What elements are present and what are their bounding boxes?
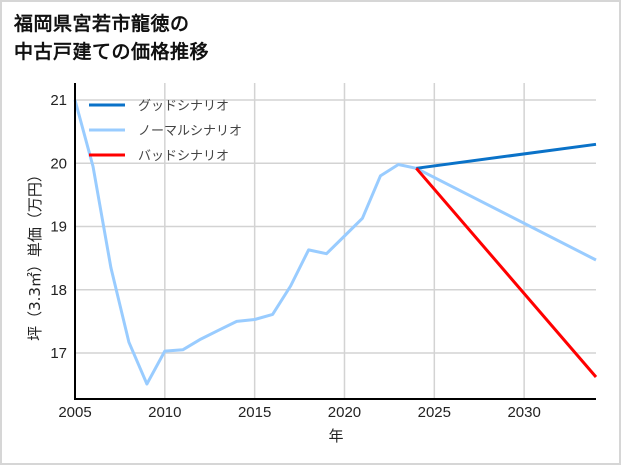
y-axis-label: 坪（3.3㎡）単価（万円） <box>26 167 44 341</box>
x-tick-label: 2030 <box>507 404 540 421</box>
legend-item: グッドシナリオ <box>89 99 229 114</box>
legend-label: グッドシナリオ <box>138 99 229 114</box>
data-series <box>73 99 598 386</box>
x-tick-label: 2020 <box>328 404 361 421</box>
series-line-1 <box>73 99 597 386</box>
axes <box>74 83 596 400</box>
y-tick-label: 18 <box>50 282 67 299</box>
x-axis-ticks: 2005 2010 2015 2020 2025 2030 <box>58 404 541 421</box>
legend-label: ノーマルシナリオ <box>138 124 242 139</box>
chart-title-line1: 福岡県宮若市龍徳の <box>14 13 190 35</box>
legend-item: ノーマルシナリオ <box>89 124 242 139</box>
legend-item: バッドシナリオ <box>89 149 229 164</box>
y-tick-label: 19 <box>50 219 67 236</box>
chart-title: 福岡県宮若市龍徳の 中古戸建ての価格推移 <box>14 10 209 66</box>
y-axis-ticks: 17 18 19 20 21 <box>50 92 67 362</box>
x-tick-label: 2025 <box>418 404 451 421</box>
chart-title-line2: 中古戸建ての価格推移 <box>14 41 210 63</box>
legend-label: バッドシナリオ <box>138 149 229 164</box>
series-line-2 <box>415 167 598 378</box>
x-tick-label: 2010 <box>148 404 181 421</box>
series-line-0 <box>416 142 597 170</box>
x-tick-label: 2005 <box>58 404 91 421</box>
grid-lines <box>75 83 596 399</box>
y-tick-label: 17 <box>50 345 67 362</box>
y-tick-label: 20 <box>50 155 67 172</box>
y-tick-label: 21 <box>50 92 67 109</box>
x-tick-label: 2015 <box>238 404 271 421</box>
x-axis-label: 年 <box>328 427 343 445</box>
